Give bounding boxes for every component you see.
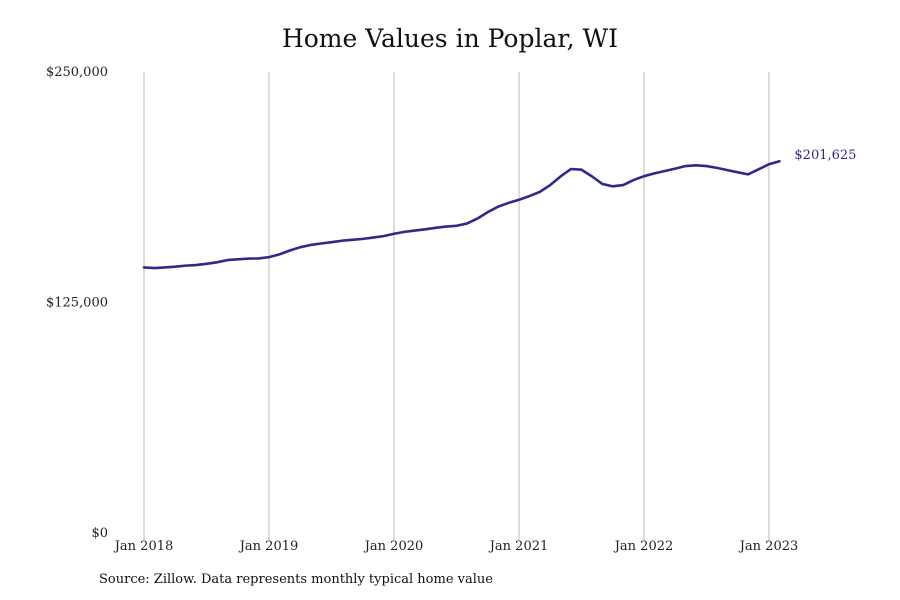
source-note: Source: Zillow. Data represents monthly … (99, 572, 493, 587)
end-value-label: $201,625 (794, 148, 856, 163)
series-group (142, 159, 781, 270)
x-tick-label: Jan 2018 (113, 539, 174, 554)
x-tick-label: Jan 2019 (238, 539, 299, 554)
y-tick-label: $0 (91, 526, 108, 541)
x-tick-label: Jan 2021 (488, 539, 549, 554)
chart-title: Home Values in Poplar, WI (281, 24, 619, 53)
y-axis-tick-labels: $0 $125,000 $250,000 (46, 65, 108, 541)
x-tick-label: Jan 2020 (363, 539, 424, 554)
data-points (143, 160, 781, 269)
x-axis-tick-labels: Jan 2018 Jan 2019 Jan 2020 Jan 2021 Jan 2022… (113, 539, 799, 554)
x-tick-label: Jan 2022 (613, 539, 674, 554)
x-tick-label: Jan 2023 (738, 539, 799, 554)
vertical-gridlines (143, 72, 770, 540)
y-tick-label: $125,000 (46, 296, 108, 311)
series-line (142, 159, 781, 270)
y-tick-label: $250,000 (46, 65, 108, 80)
